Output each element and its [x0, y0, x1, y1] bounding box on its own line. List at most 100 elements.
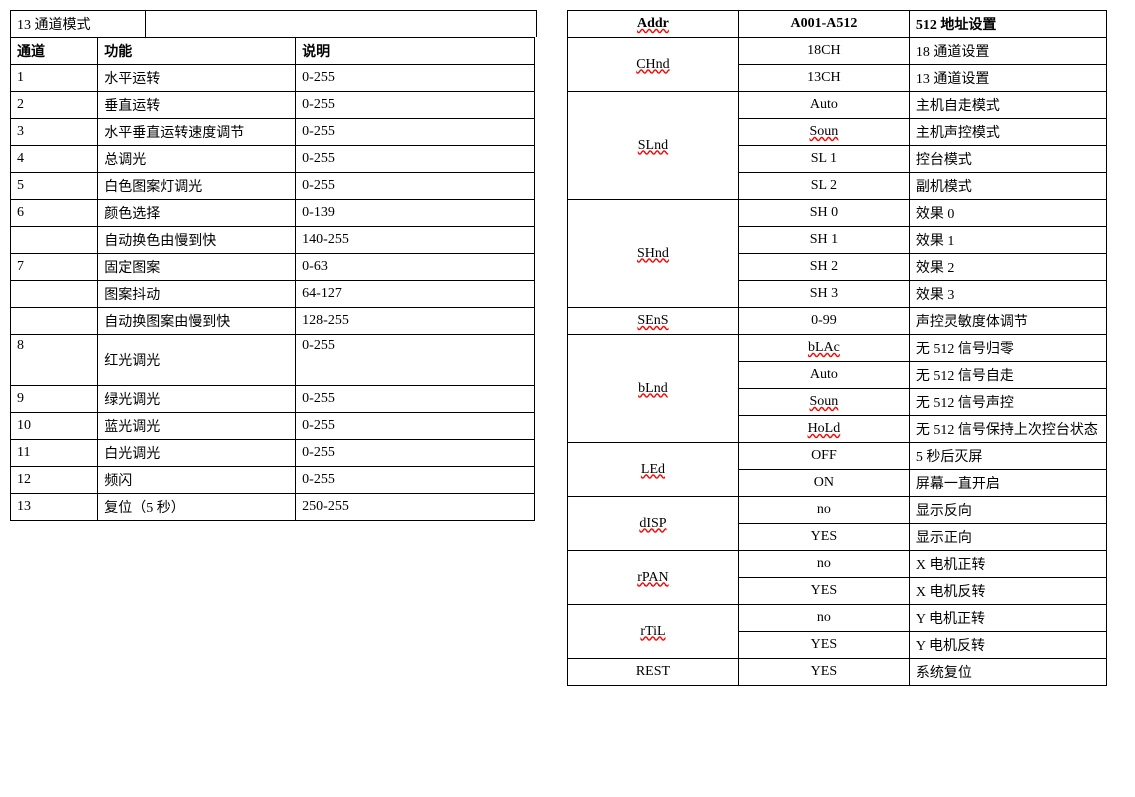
setting-value: 13CH	[738, 65, 909, 92]
function-cell: 水平运转	[98, 65, 296, 92]
desc-cell: 0-255	[296, 92, 535, 119]
channel-cell: 6	[11, 200, 98, 227]
setting-value: SL 1	[738, 146, 909, 173]
function-cell: 白光调光	[98, 440, 296, 467]
setting-desc: 声控灵敏度体调节	[909, 308, 1106, 335]
table-row: SLndAuto主机自走模式	[568, 92, 1107, 119]
channel-cell: 2	[11, 92, 98, 119]
table-row: 自动换色由慢到快140-255	[11, 227, 535, 254]
function-cell: 蓝光调光	[98, 413, 296, 440]
table-row: LEdOFF5 秒后灭屏	[568, 443, 1107, 470]
desc-cell: 0-255	[296, 413, 535, 440]
setting-key: rTiL	[568, 605, 739, 659]
function-cell: 总调光	[98, 146, 296, 173]
table-row: rTiLnoY 电机正转	[568, 605, 1107, 632]
desc-cell: 0-255	[296, 386, 535, 413]
function-cell: 红光调光	[98, 335, 296, 386]
table-row: 4总调光0-255	[11, 146, 535, 173]
setting-key: LEd	[568, 443, 739, 497]
setting-value: SH 1	[738, 227, 909, 254]
setting-desc: 无 512 信号归零	[909, 335, 1106, 362]
desc-cell: 0-255	[296, 440, 535, 467]
setting-key: dISP	[568, 497, 739, 551]
setting-value: Soun	[738, 119, 909, 146]
function-cell: 白色图案灯调光	[98, 173, 296, 200]
desc-cell: 250-255	[296, 494, 535, 521]
setting-value: YES	[738, 632, 909, 659]
table-row: 7固定图案0-63	[11, 254, 535, 281]
setting-key: REST	[568, 659, 739, 686]
setting-desc: 无 512 信号保持上次控台状态	[909, 416, 1106, 443]
setting-key: SEnS	[568, 308, 739, 335]
table-row: 12频闪0-255	[11, 467, 535, 494]
table-row: AddrA001-A512512 地址设置	[568, 11, 1107, 38]
setting-value: SH 3	[738, 281, 909, 308]
setting-desc: 主机自走模式	[909, 92, 1106, 119]
setting-desc: X 电机反转	[909, 578, 1106, 605]
setting-value: bLAc	[738, 335, 909, 362]
desc-cell: 0-255	[296, 119, 535, 146]
setting-desc: 13 通道设置	[909, 65, 1106, 92]
setting-desc: 系统复位	[909, 659, 1106, 686]
function-cell: 频闪	[98, 467, 296, 494]
channel-cell: 3	[11, 119, 98, 146]
setting-desc: Y 电机正转	[909, 605, 1106, 632]
setting-value: SL 2	[738, 173, 909, 200]
setting-key: rPAN	[568, 551, 739, 605]
table-row: 1水平运转0-255	[11, 65, 535, 92]
left-title: 13 通道模式	[11, 11, 146, 37]
setting-value: 18CH	[738, 38, 909, 65]
channel-cell: 7	[11, 254, 98, 281]
channel-cell	[11, 308, 98, 335]
setting-desc: 512 地址设置	[909, 11, 1106, 38]
table-row: SEnS0-99声控灵敏度体调节	[568, 308, 1107, 335]
table-row: 5白色图案灯调光0-255	[11, 173, 535, 200]
channel-cell: 8	[11, 335, 98, 386]
table-row: dISPno显示反向	[568, 497, 1107, 524]
setting-desc: 显示正向	[909, 524, 1106, 551]
setting-value: YES	[738, 578, 909, 605]
function-cell: 图案抖动	[98, 281, 296, 308]
desc-cell: 0-255	[296, 173, 535, 200]
table-row: rPANnoX 电机正转	[568, 551, 1107, 578]
setting-value: OFF	[738, 443, 909, 470]
setting-desc: Y 电机反转	[909, 632, 1106, 659]
desc-cell: 0-255	[296, 335, 535, 386]
desc-cell: 140-255	[296, 227, 535, 254]
table-row: 2垂直运转0-255	[11, 92, 535, 119]
setting-desc: 主机声控模式	[909, 119, 1106, 146]
desc-cell: 0-255	[296, 467, 535, 494]
setting-value: Auto	[738, 362, 909, 389]
table-row: 图案抖动64-127	[11, 281, 535, 308]
desc-cell: 128-255	[296, 308, 535, 335]
table-row: CHnd18CH18 通道设置	[568, 38, 1107, 65]
setting-desc: 副机模式	[909, 173, 1106, 200]
channel-cell: 10	[11, 413, 98, 440]
channel-cell	[11, 227, 98, 254]
setting-desc: 5 秒后灭屏	[909, 443, 1106, 470]
setting-value: A001-A512	[738, 11, 909, 38]
channel-cell: 9	[11, 386, 98, 413]
table-row: SHndSH 0效果 0	[568, 200, 1107, 227]
setting-desc: 显示反向	[909, 497, 1106, 524]
setting-key: SHnd	[568, 200, 739, 308]
function-cell: 绿光调光	[98, 386, 296, 413]
setting-desc: 屏幕一直开启	[909, 470, 1106, 497]
setting-value: Soun	[738, 389, 909, 416]
channel-cell: 1	[11, 65, 98, 92]
settings-table: AddrA001-A512512 地址设置CHnd18CH18 通道设置13CH…	[567, 10, 1107, 686]
left-header-col3: 说明	[296, 38, 535, 65]
setting-key: bLnd	[568, 335, 739, 443]
channel-cell	[11, 281, 98, 308]
channel-cell: 12	[11, 467, 98, 494]
setting-key: Addr	[568, 11, 739, 38]
setting-value: 0-99	[738, 308, 909, 335]
channel-mode-table: 通道功能说明1水平运转0-2552垂直运转0-2553水平垂直运转速度调节0-2…	[10, 37, 535, 521]
setting-desc: 无 512 信号声控	[909, 389, 1106, 416]
channel-cell: 5	[11, 173, 98, 200]
function-cell: 自动换色由慢到快	[98, 227, 296, 254]
setting-value: ON	[738, 470, 909, 497]
desc-cell: 0-139	[296, 200, 535, 227]
left-table-container: 13 通道模式 通道功能说明1水平运转0-2552垂直运转0-2553水平垂直运…	[10, 10, 537, 521]
table-row: 6颜色选择0-139	[11, 200, 535, 227]
